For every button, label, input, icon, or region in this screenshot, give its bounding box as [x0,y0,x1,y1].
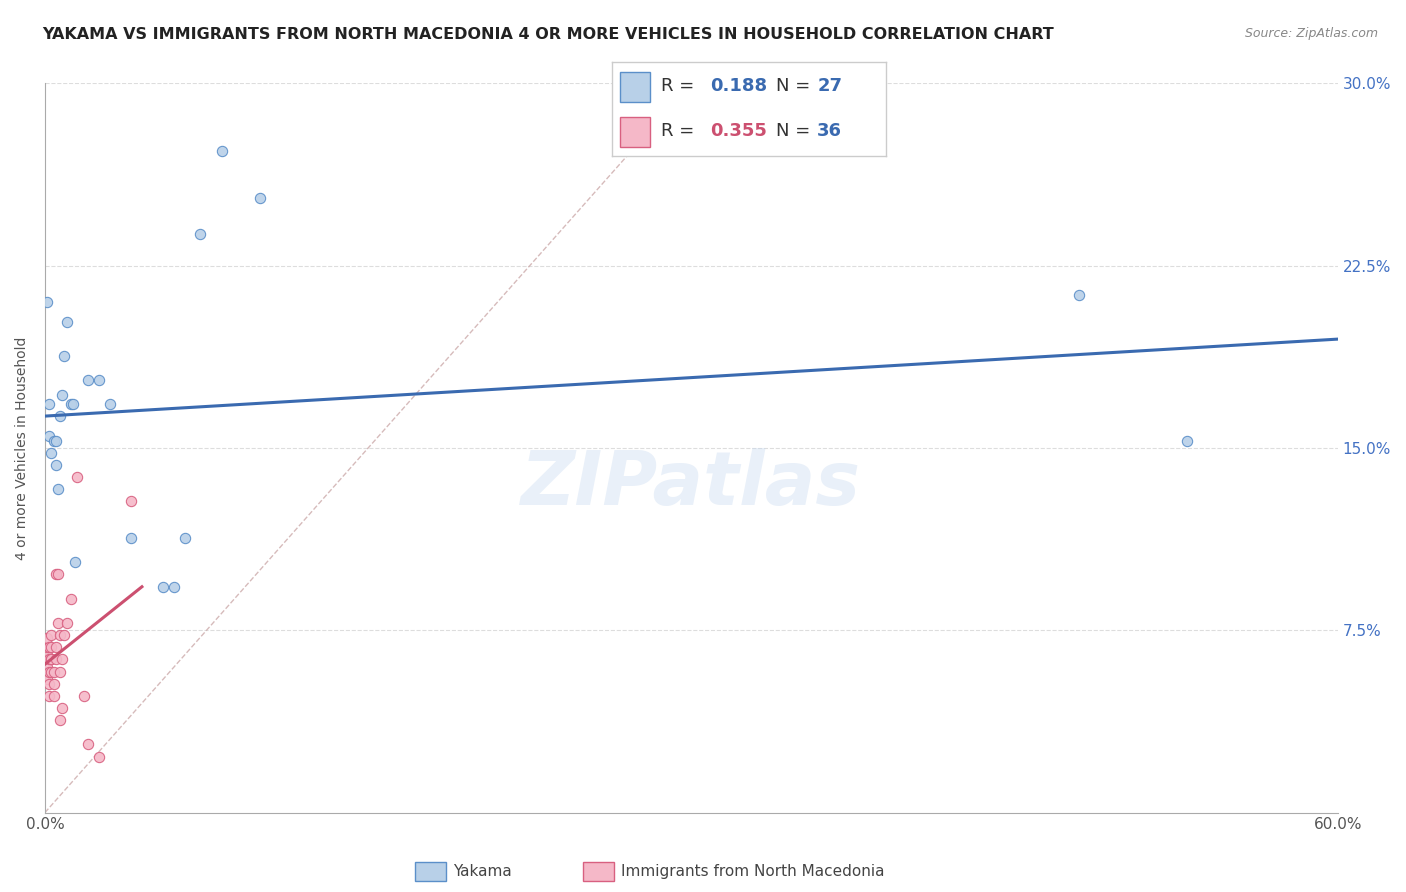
Point [51,387,73,401]
Text: 36: 36 [817,122,842,140]
Point [59,397,82,411]
Point [45,640,67,655]
Point [42,665,65,679]
Point [51,652,73,666]
Point [120,531,142,545]
Point [41,665,63,679]
Bar [620,72,650,102]
Text: 27: 27 [817,77,842,95]
Point [38,397,60,411]
Text: 0.188: 0.188 [710,77,768,95]
Text: ZIPatlas: ZIPatlas [522,448,862,521]
Point [188,227,211,241]
Point [163,580,186,594]
Text: R =: R = [661,122,700,140]
Point [120,494,142,508]
Point [249,191,271,205]
Point [46,615,69,630]
Point [1175,434,1198,448]
Point [42,677,65,691]
Point [73,689,96,703]
Text: YAKAMA VS IMMIGRANTS FROM NORTH MACEDONIA 4 OR MORE VEHICLES IN HOUSEHOLD CORREL: YAKAMA VS IMMIGRANTS FROM NORTH MACEDONI… [42,27,1054,42]
Point [41,652,63,666]
Point [66,470,89,484]
Text: N =: N = [776,77,815,95]
Point [55,615,77,630]
Text: N =: N = [776,122,815,140]
Point [38,652,60,666]
Point [37,659,59,673]
Point [49,409,72,424]
Point [38,689,60,703]
Point [53,628,76,642]
Point [42,434,65,448]
Point [77,373,100,387]
Point [37,631,59,645]
Point [37,672,59,686]
Point [38,665,60,679]
Point [174,531,197,545]
Point [62,397,84,411]
Point [46,483,69,497]
Point [55,315,77,329]
Point [37,640,59,655]
Point [98,397,121,411]
Text: Immigrants from North Macedonia: Immigrants from North Macedonia [621,864,884,879]
Point [38,677,60,691]
Text: R =: R = [661,77,700,95]
Point [53,349,76,363]
Point [87,749,110,764]
Point [87,373,110,387]
Point [45,434,67,448]
Point [45,567,67,582]
Point [38,429,60,443]
Point [45,458,67,472]
Point [152,580,174,594]
Point [51,701,73,715]
Point [46,567,69,582]
Point [211,145,233,159]
Point [38,640,60,655]
Point [45,652,67,666]
Text: Yakama: Yakama [453,864,512,879]
Point [59,591,82,606]
Point [1069,288,1091,302]
Point [41,652,63,666]
Point [41,446,63,460]
Point [42,689,65,703]
Point [49,628,72,642]
Point [49,665,72,679]
Y-axis label: 4 or more Vehicles in Household: 4 or more Vehicles in Household [15,336,30,559]
Point [77,738,100,752]
Point [37,295,59,310]
Point [41,628,63,642]
Point [63,555,86,569]
Text: Source: ZipAtlas.com: Source: ZipAtlas.com [1244,27,1378,40]
Bar [620,117,650,147]
Point [41,640,63,655]
Point [37,648,59,662]
Text: 0.355: 0.355 [710,122,768,140]
Point [49,713,72,727]
